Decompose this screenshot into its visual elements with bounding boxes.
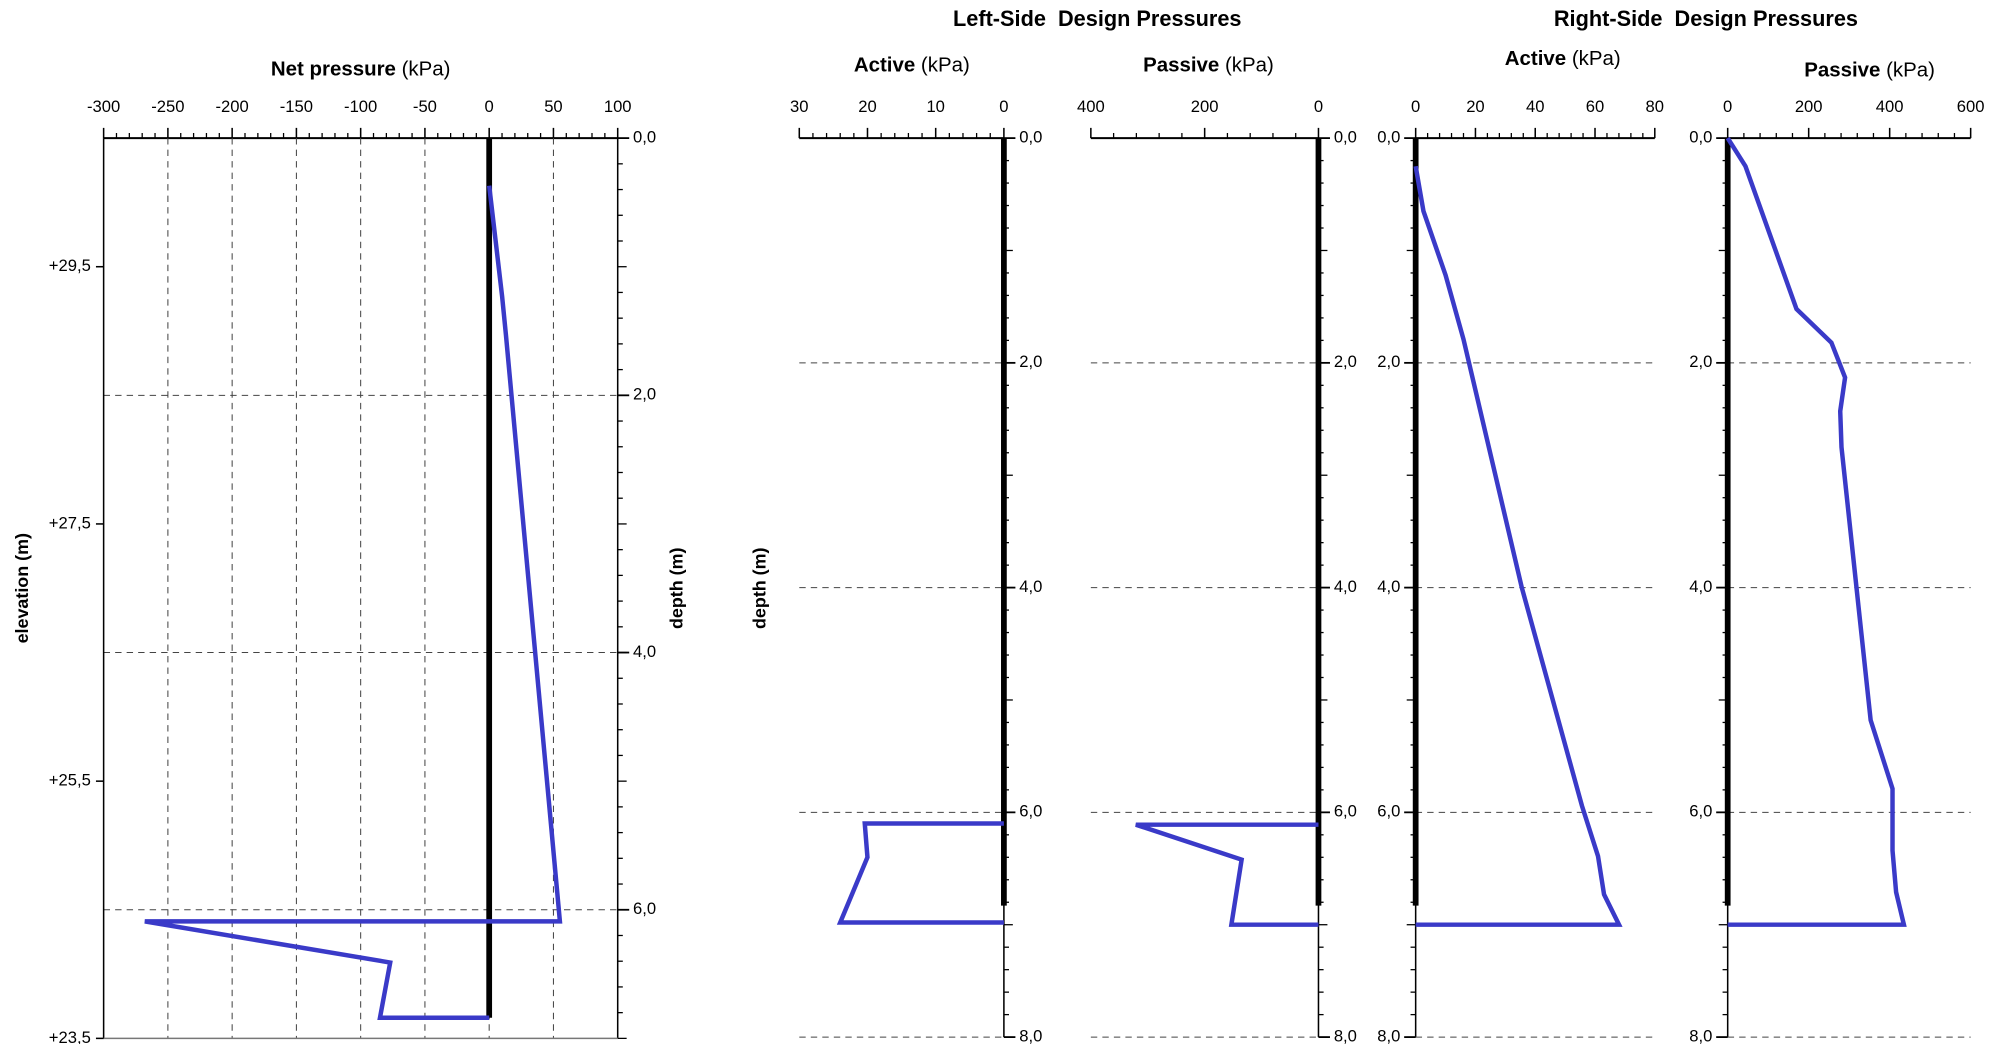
y-tick-label: 6,0 (1377, 802, 1400, 821)
axis-title-name: Net pressure (271, 58, 396, 81)
y-tick-label: 8,0 (1019, 1026, 1042, 1044)
y-axis-title: depth (m) (750, 547, 770, 629)
x-tick-label: 80 (1646, 97, 1664, 116)
x-tick-label: 400 (1077, 97, 1105, 116)
x-tick-label: 0 (1723, 97, 1732, 116)
x-tick-label: -50 (413, 97, 437, 116)
axis-title-name: Active (854, 54, 915, 77)
axis-title-name: Active (1505, 48, 1566, 71)
y-tick-label: 2,0 (1334, 352, 1357, 371)
x-tick-label: 60 (1586, 97, 1604, 116)
x-tick-label: -250 (151, 97, 184, 116)
y-tick-label: 8,0 (1689, 1026, 1712, 1044)
y-tick-label: 0,0 (1377, 127, 1400, 146)
x-tick-label: 20 (858, 97, 876, 116)
axis-title: Active (kPa) (1505, 48, 1621, 71)
y2-tick-label: +29,5 (49, 256, 91, 275)
y-tick-label: 2,0 (633, 385, 656, 404)
pressure-line (836, 821, 1004, 925)
x-tick-label: -100 (344, 97, 377, 116)
y-tick-label: 2,0 (1689, 352, 1712, 371)
x-tick-label: 0 (999, 97, 1008, 116)
x-tick-label: 20 (1466, 97, 1484, 116)
x-tick-label: 600 (1957, 97, 1985, 116)
y-tick-label: 0,0 (1689, 127, 1712, 146)
group-heading: Left-Side Design Pressures (953, 6, 1241, 31)
x-tick-label: 50 (544, 97, 562, 116)
y2-axis-title: elevation (m) (12, 533, 32, 643)
y-tick-label: 4,0 (633, 642, 656, 661)
x-tick-label: 30 (790, 97, 808, 116)
y2-tick-label: +23,5 (49, 1028, 91, 1044)
y2-tick-label: +25,5 (49, 771, 91, 790)
axis-title: Passive (kPa) (1804, 59, 1935, 82)
axis-title-unit: (kPa) (402, 58, 451, 81)
axis-title: Passive (kPa) (1143, 54, 1274, 77)
pressure-line (144, 185, 563, 1021)
y-tick-label: 4,0 (1689, 577, 1712, 596)
x-tick-label: 200 (1191, 97, 1219, 116)
y2-tick-label: +27,5 (49, 513, 91, 532)
axis-title-unit: (kPa) (921, 54, 970, 77)
y-tick-label: 0,0 (1334, 127, 1357, 146)
y-tick-label: 6,0 (1689, 802, 1712, 821)
axis-title: Active (kPa) (854, 54, 970, 77)
x-tick-label: 200 (1795, 97, 1823, 116)
x-tick-label: 40 (1526, 97, 1544, 116)
y-tick-label: 6,0 (633, 899, 656, 918)
y-tick-label: 8,0 (1377, 1026, 1400, 1044)
axis-title-unit: (kPa) (1225, 54, 1274, 77)
y-tick-label: 2,0 (1019, 352, 1042, 371)
pressure-line (1413, 165, 1623, 927)
y-tick-label: 4,0 (1377, 577, 1400, 596)
y-tick-label: 2,0 (1377, 352, 1400, 371)
y-axis-title: depth (m) (667, 547, 687, 629)
y-tick-label: 6,0 (1019, 802, 1042, 821)
y-tick-label: 0,0 (633, 127, 656, 146)
y-tick-label: 4,0 (1019, 577, 1042, 596)
group-heading: Right-Side Design Pressures (1554, 6, 1858, 31)
pressure-line (1725, 136, 1907, 927)
y-tick-label: 8,0 (1334, 1026, 1357, 1044)
x-tick-label: 0 (1411, 97, 1420, 116)
y-tick-label: 4,0 (1334, 577, 1357, 596)
x-tick-label: 400 (1876, 97, 1904, 116)
y-tick-label: 6,0 (1334, 802, 1357, 821)
x-tick-label: 10 (926, 97, 944, 116)
axis-title-unit: (kPa) (1886, 59, 1935, 82)
axis-title: Net pressure (kPa) (271, 58, 451, 81)
y-tick-label: 0,0 (1019, 127, 1042, 146)
axis-title-name: Passive (1804, 59, 1880, 82)
axis-title-unit: (kPa) (1572, 48, 1621, 71)
x-tick-label: -150 (280, 97, 313, 116)
x-tick-label: -200 (216, 97, 249, 116)
axis-title-name: Passive (1143, 54, 1219, 77)
pressure-line (1135, 822, 1319, 927)
x-tick-label: -300 (87, 97, 120, 116)
x-tick-label: 0 (1314, 97, 1323, 116)
x-tick-label: 0 (485, 97, 494, 116)
x-tick-label: 100 (604, 97, 632, 116)
